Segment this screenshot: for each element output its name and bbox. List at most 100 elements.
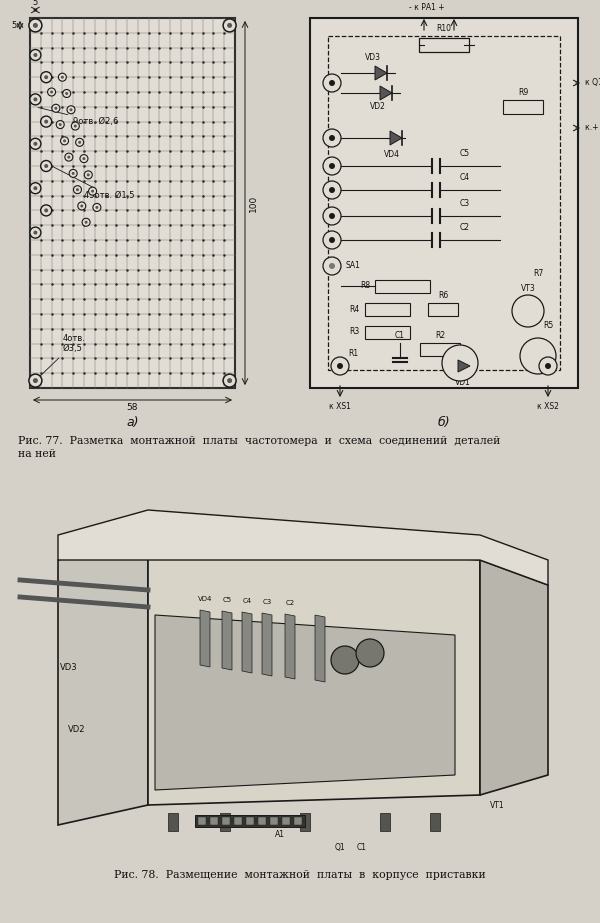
- Polygon shape: [262, 613, 272, 676]
- Circle shape: [323, 257, 341, 275]
- Bar: [222, 817, 230, 825]
- Text: C2: C2: [286, 600, 295, 606]
- Circle shape: [41, 116, 52, 127]
- Circle shape: [59, 123, 62, 126]
- Text: C1: C1: [357, 843, 367, 852]
- Text: 100: 100: [249, 195, 258, 211]
- Text: R10: R10: [437, 24, 452, 33]
- Text: VD4: VD4: [198, 596, 212, 602]
- Circle shape: [323, 207, 341, 225]
- Polygon shape: [380, 86, 392, 100]
- Circle shape: [85, 221, 88, 223]
- Text: C1: C1: [395, 331, 405, 340]
- Circle shape: [329, 80, 335, 86]
- Text: C5: C5: [460, 149, 470, 158]
- Text: 45отв. Ø1,5: 45отв. Ø1,5: [54, 167, 134, 200]
- Circle shape: [55, 107, 58, 110]
- Text: Q1: Q1: [335, 843, 346, 852]
- Circle shape: [520, 338, 556, 374]
- Text: R9: R9: [518, 88, 528, 97]
- Bar: [375, 280, 430, 293]
- Text: VT3: VT3: [521, 284, 535, 293]
- Bar: [30, 18, 235, 388]
- Polygon shape: [242, 612, 252, 673]
- Circle shape: [70, 108, 73, 112]
- Text: а): а): [126, 416, 139, 429]
- Circle shape: [65, 92, 68, 95]
- Circle shape: [223, 374, 236, 387]
- Circle shape: [329, 135, 335, 141]
- Circle shape: [93, 203, 101, 211]
- Circle shape: [44, 209, 48, 212]
- Circle shape: [356, 639, 384, 667]
- Circle shape: [30, 50, 41, 61]
- Text: к XS1: к XS1: [329, 402, 351, 411]
- Circle shape: [78, 141, 81, 144]
- Text: VD3: VD3: [365, 53, 381, 62]
- Circle shape: [47, 88, 56, 96]
- Polygon shape: [458, 360, 470, 372]
- Bar: [246, 817, 254, 825]
- Bar: [294, 817, 302, 825]
- Circle shape: [227, 23, 232, 28]
- Text: к Q1: к Q1: [585, 78, 600, 88]
- Polygon shape: [285, 614, 295, 679]
- Circle shape: [80, 154, 88, 162]
- Circle shape: [82, 218, 90, 226]
- Circle shape: [34, 53, 37, 57]
- Text: VT1: VT1: [490, 800, 505, 809]
- Text: C3: C3: [460, 199, 470, 208]
- Polygon shape: [375, 66, 387, 80]
- Text: 9отв. Ø2,6: 9отв. Ø2,6: [38, 107, 119, 126]
- Bar: [420, 343, 460, 356]
- Circle shape: [329, 163, 335, 169]
- Text: к XS2: к XS2: [537, 402, 559, 411]
- Circle shape: [329, 237, 335, 243]
- Text: VT3: VT3: [338, 636, 352, 642]
- Bar: [365, 326, 410, 339]
- Circle shape: [41, 205, 52, 216]
- Text: VD3: VD3: [60, 663, 77, 672]
- Circle shape: [61, 76, 64, 78]
- Text: C4: C4: [460, 173, 470, 182]
- Text: VD1: VD1: [455, 378, 471, 387]
- Bar: [300, 813, 310, 831]
- Text: - к РА1 +: - к РА1 +: [409, 3, 445, 12]
- Circle shape: [89, 187, 97, 195]
- Circle shape: [34, 186, 37, 190]
- Circle shape: [545, 363, 551, 369]
- Circle shape: [227, 378, 232, 383]
- Text: R3: R3: [350, 328, 360, 337]
- Bar: [198, 817, 206, 825]
- Circle shape: [63, 139, 66, 142]
- Text: к.+ "9В": к.+ "9В": [585, 124, 600, 133]
- Text: VD4: VD4: [384, 150, 400, 159]
- Circle shape: [331, 357, 349, 375]
- Circle shape: [73, 186, 82, 194]
- Circle shape: [52, 104, 60, 113]
- Circle shape: [80, 205, 83, 208]
- Circle shape: [71, 172, 74, 174]
- Polygon shape: [200, 610, 210, 667]
- Circle shape: [76, 138, 83, 147]
- Text: C3: C3: [262, 599, 272, 605]
- Text: 5: 5: [33, 0, 38, 7]
- Bar: [419, 38, 469, 52]
- Bar: [258, 817, 266, 825]
- Bar: [210, 817, 218, 825]
- Circle shape: [223, 18, 236, 32]
- Text: SA1: SA1: [345, 261, 360, 270]
- Bar: [380, 813, 390, 831]
- Text: VT1: VT1: [453, 360, 467, 366]
- Circle shape: [44, 164, 48, 168]
- Circle shape: [71, 122, 79, 130]
- Circle shape: [442, 345, 478, 381]
- Circle shape: [87, 174, 90, 176]
- Bar: [220, 813, 230, 831]
- Polygon shape: [315, 615, 325, 682]
- Circle shape: [41, 72, 52, 83]
- Text: R8: R8: [360, 282, 370, 291]
- Text: C4: C4: [242, 598, 251, 604]
- Circle shape: [329, 263, 335, 269]
- Circle shape: [95, 206, 98, 209]
